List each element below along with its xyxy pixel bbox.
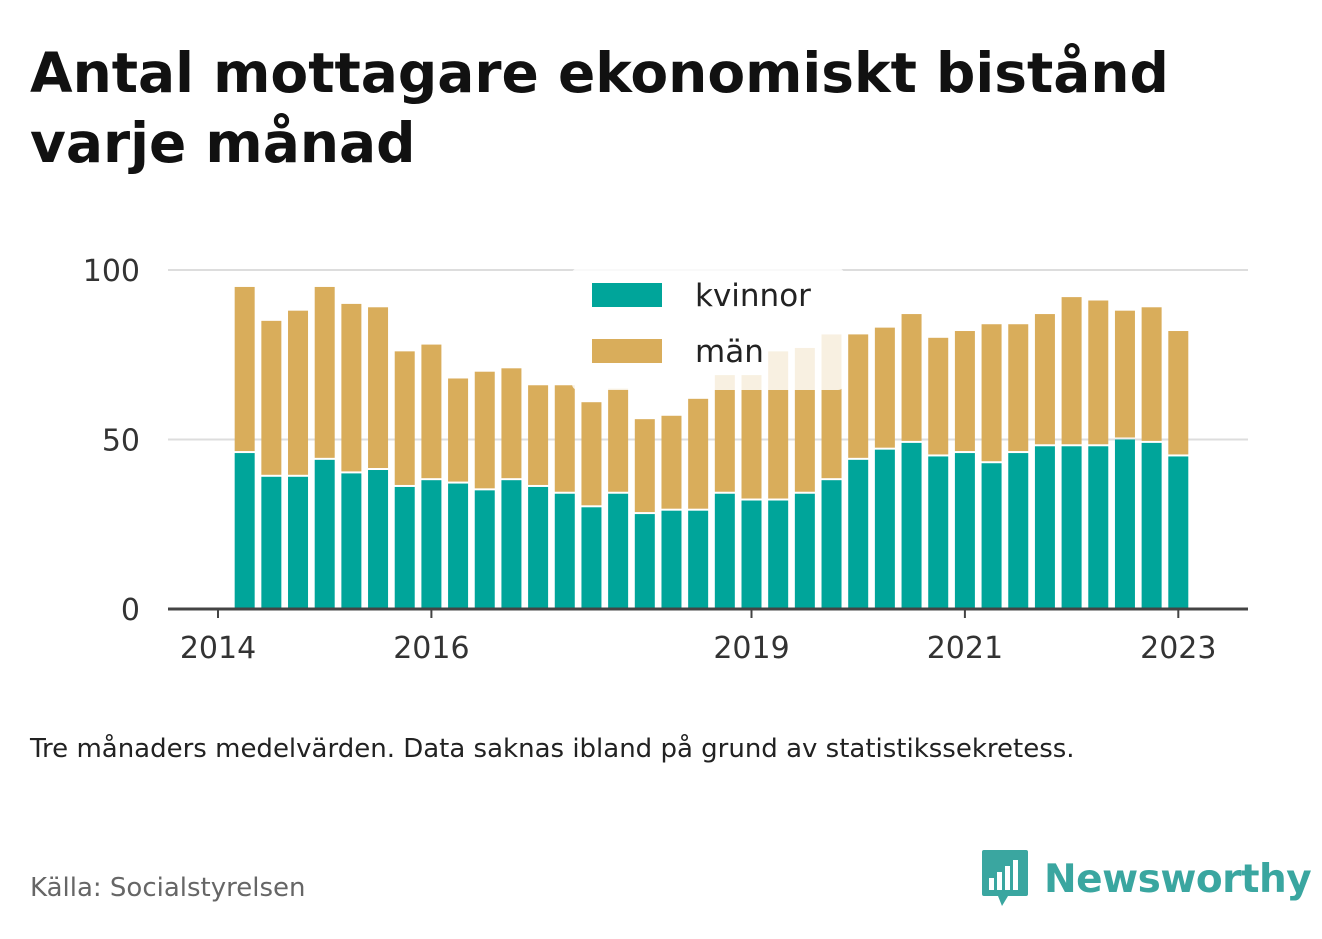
bar-man-2016-10 [501, 368, 522, 479]
bar-man-2022-07 [1114, 310, 1135, 438]
bar-kvinnor-2020-01 [848, 459, 869, 609]
bar-man-2017-01 [528, 385, 549, 485]
bar-kvinnor-2014-04 [234, 453, 255, 609]
chart-note: Tre månaders medelvärden. Data saknas ib… [30, 734, 1075, 764]
bar-man-2016-01 [421, 344, 442, 479]
series-man-bars [234, 286, 1189, 513]
brand-logo[interactable]: Newsworthy [980, 848, 1312, 910]
y-tick-label: 100 [83, 254, 140, 289]
bar-kvinnor-2017-01 [528, 486, 549, 609]
bar-man-2017-10 [608, 388, 629, 492]
bar-kvinnor-2020-04 [874, 449, 895, 609]
bar-kvinnor-2015-10 [394, 486, 415, 609]
bar-kvinnor-2016-10 [501, 480, 522, 609]
bar-man-2020-10 [928, 337, 949, 455]
legend-swatch-kvinnor [592, 283, 662, 307]
bar-kvinnor-2022-04 [1088, 446, 1109, 609]
legend: kvinnor män [572, 268, 844, 390]
bar-kvinnor-2021-10 [1034, 446, 1055, 609]
bar-kvinnor-2019-04 [768, 500, 789, 609]
bar-kvinnor-2019-07 [794, 493, 815, 609]
bar-kvinnor-2014-10 [288, 476, 309, 609]
bar-man-2023-01 [1168, 331, 1189, 455]
bar-kvinnor-2016-07 [474, 490, 495, 609]
bar-man-2017-04 [554, 385, 575, 492]
bar-kvinnor-2021-04 [981, 463, 1002, 609]
source-credit: Källa: Socialstyrelsen [30, 873, 306, 903]
bar-man-2017-07 [581, 402, 602, 506]
bar-man-2014-04 [234, 286, 255, 452]
bar-man-2022-04 [1088, 300, 1109, 445]
y-axis-labels: 0 50 100 [83, 254, 140, 628]
bar-man-2021-01 [954, 331, 975, 452]
legend-swatch-man [592, 339, 662, 363]
chart-title: Antal mottagare ekonomiskt bistånd varje… [30, 41, 1169, 175]
bar-kvinnor-2019-01 [741, 500, 762, 609]
bar-kvinnor-2022-07 [1114, 439, 1135, 609]
bar-kvinnor-2022-10 [1141, 442, 1162, 609]
x-tick-label: 2014 [180, 631, 256, 666]
bar-man-2021-04 [981, 324, 1002, 462]
bar-man-2021-10 [1034, 314, 1055, 445]
bar-kvinnor-2015-04 [341, 473, 362, 609]
bar-man-2022-01 [1061, 297, 1082, 445]
legend-label-kvinnor: kvinnor [695, 278, 811, 314]
legend-label-man: män [695, 334, 764, 370]
chart: 0 50 100 2014 2016 2019 2021 2023 kvinnor män [83, 254, 1248, 666]
bar-kvinnor-2020-10 [928, 456, 949, 609]
bar-man-2016-04 [448, 378, 469, 482]
bar-kvinnor-2021-07 [1008, 453, 1029, 609]
bar-man-2022-10 [1141, 307, 1162, 441]
bar-man-2016-07 [474, 371, 495, 489]
bar-kvinnor-2016-01 [421, 480, 442, 609]
bar-man-2021-07 [1008, 324, 1029, 452]
bar-kvinnor-2017-10 [608, 493, 629, 609]
bar-kvinnor-2019-10 [821, 480, 842, 609]
brand-name: Newsworthy [1044, 856, 1312, 902]
bar-man-2020-04 [874, 327, 895, 448]
bar-man-2020-07 [901, 314, 922, 441]
bar-kvinnor-2021-01 [954, 453, 975, 609]
bar-kvinnor-2017-04 [554, 493, 575, 609]
x-tick-label: 2021 [927, 631, 1003, 666]
bar-kvinnor-2015-01 [314, 459, 335, 609]
bar-kvinnor-2018-01 [634, 514, 655, 609]
bar-kvinnor-2015-07 [368, 470, 389, 609]
x-axis [168, 607, 1248, 618]
bar-kvinnor-2018-10 [714, 493, 735, 609]
bar-kvinnor-2020-07 [901, 442, 922, 609]
bar-man-2018-01 [634, 419, 655, 513]
bar-kvinnor-2018-04 [661, 510, 682, 609]
x-tick-label: 2016 [393, 631, 469, 666]
bar-man-2014-10 [288, 310, 309, 475]
bar-man-2015-01 [314, 286, 335, 458]
newsworthy-logo-icon [982, 850, 1028, 906]
bar-kvinnor-2017-07 [581, 507, 602, 609]
x-axis-labels: 2014 2016 2019 2021 2023 [180, 631, 1217, 666]
bar-man-2018-07 [688, 398, 709, 509]
bar-kvinnor-2022-01 [1061, 446, 1082, 609]
x-tick-label: 2019 [713, 631, 789, 666]
x-tick-label: 2023 [1140, 631, 1216, 666]
bar-kvinnor-2016-04 [448, 483, 469, 609]
bar-kvinnor-2023-01 [1168, 456, 1189, 609]
bar-man-2015-04 [341, 303, 362, 472]
bar-man-2014-07 [261, 320, 282, 475]
y-tick-label: 50 [102, 424, 140, 459]
bar-man-2015-10 [394, 351, 415, 485]
y-tick-label: 0 [121, 593, 140, 628]
series-kvinnor-bars [234, 439, 1189, 609]
bar-kvinnor-2018-07 [688, 510, 709, 609]
bar-man-2015-07 [368, 307, 389, 469]
bar-kvinnor-2014-07 [261, 476, 282, 609]
bar-man-2018-04 [661, 415, 682, 509]
bar-man-2019-01 [741, 375, 762, 499]
bar-man-2020-01 [848, 334, 869, 458]
bar-man-2018-10 [714, 375, 735, 492]
